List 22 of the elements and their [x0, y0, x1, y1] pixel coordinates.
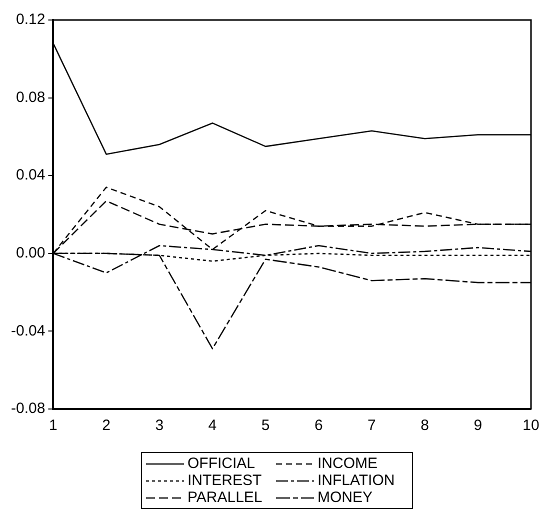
y-tick-label: -0.04	[10, 322, 46, 340]
x-tick-label: 8	[420, 417, 429, 434]
x-tick-label: 1	[49, 417, 58, 434]
x-tick-label: 7	[368, 417, 376, 434]
y-tick-label: 0.04	[16, 166, 46, 184]
y-tick-label: 0.00	[16, 244, 46, 262]
x-tick-label: 4	[208, 417, 217, 434]
x-tick-label: 3	[155, 417, 164, 434]
legend-label: MONEY	[318, 489, 373, 506]
legend-label: INFLATION	[318, 472, 395, 489]
y-tick-label: -0.08	[10, 400, 46, 418]
x-tick-label: 2	[102, 417, 110, 434]
x-tick-label: 5	[261, 417, 270, 434]
legend-label: PARALLEL	[188, 489, 262, 506]
legend-label: INCOME	[318, 455, 378, 472]
legend-label: OFFICIAL	[188, 455, 256, 472]
x-tick-label: 6	[314, 417, 323, 434]
y-tick-label: 0.08	[16, 88, 46, 106]
x-tick-label: 10	[522, 417, 540, 434]
y-tick-label: 0.12	[16, 11, 46, 28]
legend-label: INTEREST	[188, 472, 262, 489]
x-tick-label: 9	[474, 417, 482, 434]
